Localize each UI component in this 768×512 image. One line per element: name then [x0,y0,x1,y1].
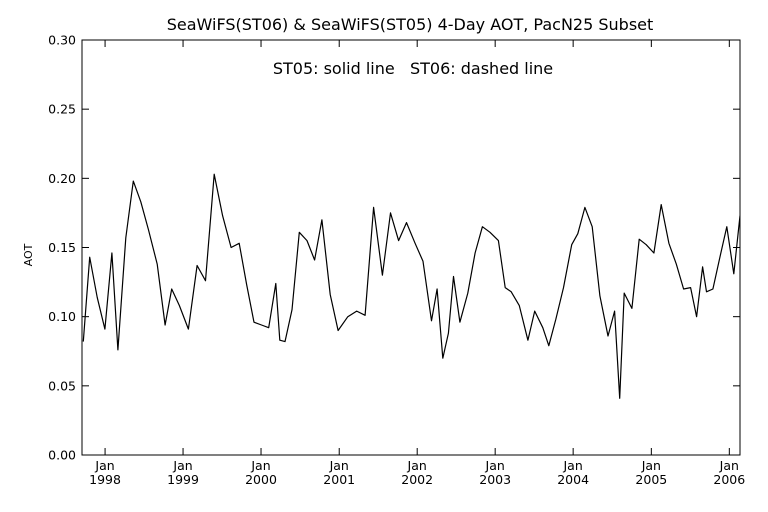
y-tick-label: 0.20 [48,171,76,186]
y-axis: 0.00 0.05 0.10 0.15 0.20 0.25 0.30 [48,33,740,463]
x-tick-label-month: Jan [329,458,349,473]
plot-frame [81,39,741,456]
x-tick-label-year: 1999 [167,472,199,487]
y-tick-label: 0.15 [48,240,76,255]
x-tick-label-year: 2005 [635,472,667,487]
y-tick-label: 0.30 [48,33,76,48]
x-axis: Jan1998Jan1999Jan2000Jan2001Jan2002Jan20… [89,40,745,487]
x-tick-label-month: Jan [172,458,192,473]
y-tick-label: 0.00 [48,448,76,463]
x-tick-label-year: 2006 [713,472,745,487]
y-tick-label: 0.25 [48,102,76,117]
y-tick-label: 0.10 [48,309,76,324]
x-tick-label-month: Jan [407,458,427,473]
chart-annotation: ST05: solid line ST06: dashed line [273,59,553,78]
x-tick-label-month: Jan [94,458,114,473]
x-tick-label-month: Jan [485,458,505,473]
x-tick-label-year: 1998 [89,472,121,487]
x-tick-label-year: 2004 [557,472,589,487]
y-tick-label: 0.05 [48,378,76,393]
x-tick-label-year: 2000 [245,472,277,487]
x-tick-label-month: Jan [719,458,739,473]
x-tick-label-year: 2002 [401,472,433,487]
y-axis-label: AOT [22,243,35,266]
x-tick-label-month: Jan [563,458,583,473]
series-line-st05 [82,173,740,399]
x-tick-label-year: 2001 [323,472,355,487]
x-tick-label-month: Jan [641,458,661,473]
x-tick-label-month: Jan [250,458,270,473]
x-tick-label-year: 2003 [479,472,511,487]
chart-title: SeaWiFS(ST06) & SeaWiFS(ST05) 4-Day AOT,… [167,15,654,34]
series-layer [82,173,740,399]
